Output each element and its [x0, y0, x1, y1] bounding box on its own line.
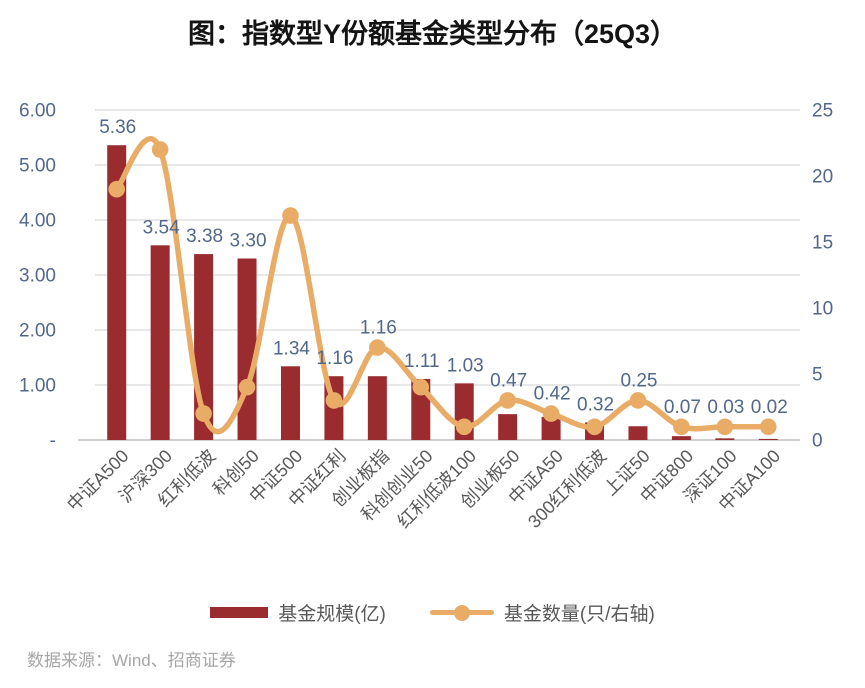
right-axis-tick-label: 20 — [812, 167, 833, 188]
bar-深证100 — [715, 438, 735, 440]
bar-value-labels: 5.36 3.54 3.38 3.30 1.34 1.16 1.16 1.11 1.03 0.47… — [99, 117, 788, 418]
left-axis-tick-label: 4.00 — [19, 211, 56, 232]
value-label-红利低波100: 1.03 — [447, 355, 484, 376]
left-axis-tick-label: - — [50, 431, 56, 452]
bar-中证A100 — [758, 438, 778, 440]
bar-中证500 — [280, 366, 300, 440]
value-label-科创50: 3.30 — [230, 231, 267, 252]
value-label-中证A50: 0.42 — [534, 384, 571, 405]
left-axis-tick-label: 5.00 — [19, 156, 56, 177]
value-label-沪深300: 3.54 — [143, 217, 180, 238]
value-label-上证50: 0.25 — [620, 370, 657, 391]
data-source-note: 数据来源：Wind、招商证券 — [27, 651, 236, 670]
left-axis-labels: 6.00 5.00 4.00 3.00 2.00 1.00 - — [19, 101, 56, 452]
bar-科创50 — [237, 258, 257, 440]
bar-series-swatch — [210, 607, 269, 618]
bar-中证800 — [671, 436, 691, 440]
value-label-创业板50: 0.47 — [490, 370, 527, 391]
value-label-科创创业50: 1.11 — [404, 351, 440, 372]
value-label-中证A100: 0.02 — [751, 397, 788, 418]
bar-创业板50 — [498, 414, 518, 440]
marker-上证50 — [629, 392, 647, 409]
legend-item-fund-size: 基金规模(亿) — [210, 599, 386, 626]
line-series-swatch — [429, 604, 494, 621]
value-label-深证100: 0.03 — [707, 397, 744, 418]
marker-创业板指 — [369, 339, 386, 356]
marker-科创50 — [238, 378, 256, 396]
marker-中证800 — [673, 418, 690, 436]
value-label-红利低波: 3.38 — [186, 226, 223, 247]
marker-科创创业50 — [412, 378, 430, 396]
value-label-300红利低波: 0.32 — [577, 394, 614, 415]
right-axis-tick-label: 5 — [812, 365, 823, 386]
marker-中证A100 — [759, 418, 777, 436]
marker-中证A50 — [542, 405, 560, 422]
bar-上证50 — [628, 426, 648, 440]
left-axis-tick-label: 6.00 — [19, 101, 56, 122]
chart-title: 图：指数型Y份额基金类型分布（25Q3） — [187, 19, 678, 49]
chart-canvas: 6.00 5.00 4.00 3.00 2.00 1.00 - 25 20 15 10 5 0 5.36 3… — [19, 101, 833, 532]
bar-沪深300 — [150, 245, 170, 440]
right-axis-tick-label: 0 — [812, 431, 823, 452]
marker-中证红利 — [325, 392, 343, 409]
right-axis-tick-label: 10 — [812, 299, 833, 320]
category-label-中证A500: 中证A500 — [63, 446, 132, 515]
marker-沪深300 — [151, 141, 169, 158]
marker-300红利低波 — [586, 418, 603, 436]
left-axis-tick-label: 3.00 — [19, 266, 56, 287]
bar-中证A50 — [541, 416, 561, 440]
right-axis-tick-label: 25 — [812, 101, 833, 122]
marker-红利低波 — [195, 405, 212, 422]
gridlines — [78, 109, 800, 441]
right-axis-tick-label: 15 — [812, 233, 833, 254]
legend-item-fund-count: 基金数量(只/右轴) — [429, 599, 655, 626]
bar-创业板指 — [367, 376, 387, 440]
value-label-中证500: 1.34 — [273, 338, 310, 359]
bar-中证A500 — [107, 145, 127, 440]
left-axis-tick-label: 2.00 — [19, 321, 56, 342]
value-label-中证800: 0.07 — [664, 397, 701, 418]
category-axis-labels: 中证A500沪深300红利低波科创50中证500中证红利创业板指科创创业50红利… — [63, 446, 784, 532]
legend-label-fund-count: 基金数量(只/右轴) — [503, 604, 655, 625]
marker-中证A500 — [108, 180, 126, 198]
bar-series — [107, 145, 778, 440]
legend: 基金规模(亿) 基金数量(只/右轴) — [0, 599, 865, 626]
marker-中证500 — [282, 207, 299, 224]
right-axis-labels: 25 20 15 10 5 0 — [812, 101, 833, 452]
marker-创业板50 — [499, 392, 516, 409]
value-label-中证A500: 5.36 — [99, 117, 136, 138]
line-markers — [108, 141, 777, 436]
fund-count-line — [113, 136, 772, 435]
value-label-中证红利: 1.16 — [316, 348, 353, 369]
left-axis-tick-label: 1.00 — [19, 376, 56, 397]
marker-红利低波100 — [455, 418, 473, 436]
legend-label-fund-size: 基金规模(亿) — [278, 604, 386, 625]
value-label-创业板指: 1.16 — [360, 318, 397, 339]
marker-深证100 — [716, 418, 734, 436]
